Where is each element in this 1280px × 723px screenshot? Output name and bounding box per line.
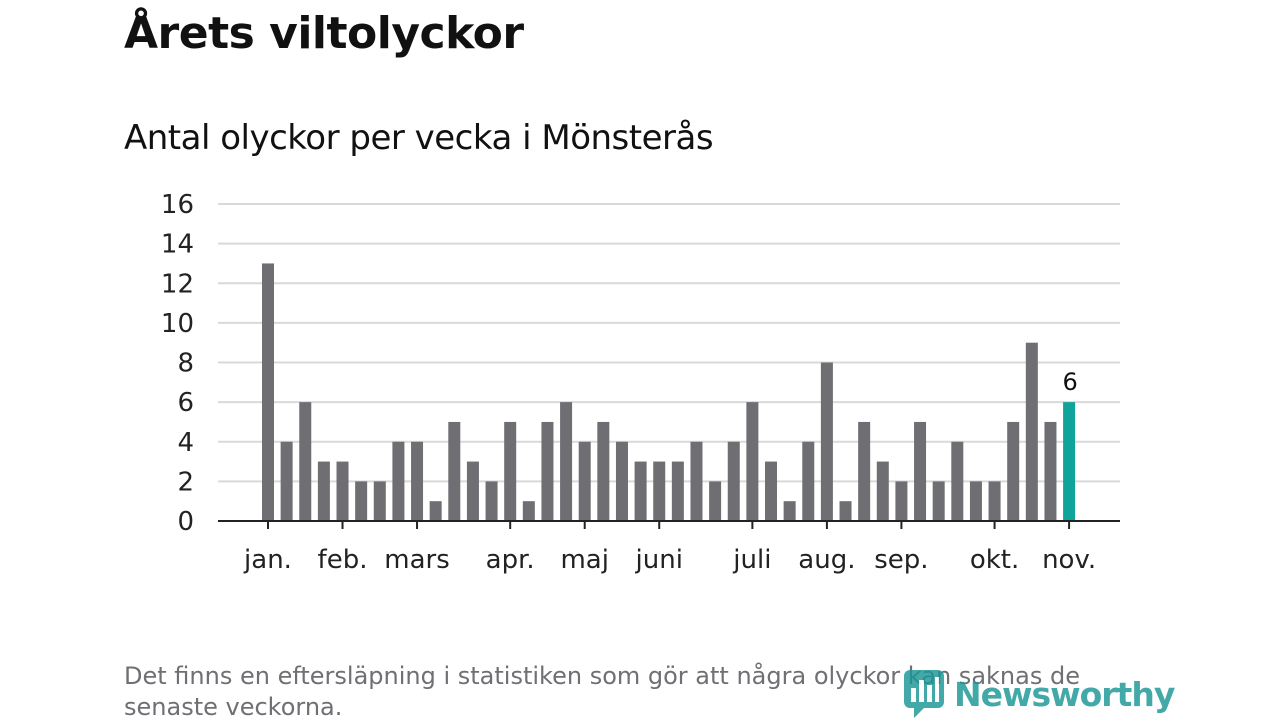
bar (746, 402, 759, 521)
month-label: jan. (243, 545, 292, 575)
bar (727, 441, 740, 521)
bar (1044, 421, 1057, 521)
bar (541, 421, 554, 521)
bar (783, 501, 796, 521)
logo-text: Newsworthy (954, 674, 1175, 714)
bar (671, 461, 684, 521)
bar (988, 481, 1001, 521)
newsworthy-logo: Newsworthy (902, 668, 1175, 720)
bar (765, 461, 778, 521)
bar (336, 461, 349, 521)
bar (969, 481, 982, 521)
bar (411, 441, 424, 521)
month-label: aug. (798, 545, 855, 575)
y-tick-label: 4 (177, 428, 194, 458)
bar (262, 263, 274, 521)
month-label: sep. (874, 545, 928, 575)
month-label: mars (384, 545, 450, 575)
bar (634, 461, 647, 521)
month-label: juni (635, 545, 683, 575)
bar (485, 481, 498, 521)
y-tick-label: 12 (161, 269, 194, 299)
bar (690, 441, 703, 521)
bar (839, 501, 852, 521)
bar-highlight (1063, 402, 1076, 521)
bar (299, 402, 312, 521)
month-label: maj (560, 545, 608, 575)
month-label: okt. (970, 545, 1019, 575)
bar (448, 421, 461, 521)
y-tick-label: 2 (177, 467, 194, 497)
bar (858, 421, 871, 521)
bar (466, 461, 479, 521)
bar (615, 441, 628, 521)
bar (802, 441, 815, 521)
bar (895, 481, 908, 521)
y-tick-label: 10 (161, 309, 194, 339)
bar (373, 481, 386, 521)
bar (951, 441, 964, 521)
bar (709, 481, 722, 521)
month-label: juli (732, 545, 771, 575)
chart-subtitle: Antal olyckor per vecka i Mönsterås (124, 118, 714, 158)
y-tick-label: 6 (177, 388, 194, 418)
bar (820, 362, 833, 521)
bar (653, 461, 666, 521)
bar (1007, 421, 1020, 521)
bar (504, 421, 517, 521)
bar (876, 461, 889, 521)
month-label: apr. (486, 545, 535, 575)
bar (429, 501, 442, 521)
bar (522, 501, 535, 521)
y-tick-label: 14 (161, 230, 194, 260)
month-label: nov. (1042, 545, 1096, 575)
y-tick-label: 8 (177, 349, 194, 379)
newsworthy-logo-icon (904, 670, 944, 718)
bar (1025, 342, 1038, 521)
y-tick-label: 0 (177, 507, 194, 537)
highlight-value-label: 6 (1062, 368, 1077, 396)
month-label: feb. (318, 545, 368, 575)
bar (560, 402, 573, 521)
page-title: Årets viltolyckor (124, 8, 524, 59)
bar (914, 421, 927, 521)
y-tick-label: 16 (161, 190, 194, 220)
bar (355, 481, 368, 521)
bar (932, 481, 945, 521)
bar (317, 461, 330, 521)
bar (597, 421, 610, 521)
bar (280, 441, 293, 521)
bar (578, 441, 591, 521)
bar (392, 441, 405, 521)
